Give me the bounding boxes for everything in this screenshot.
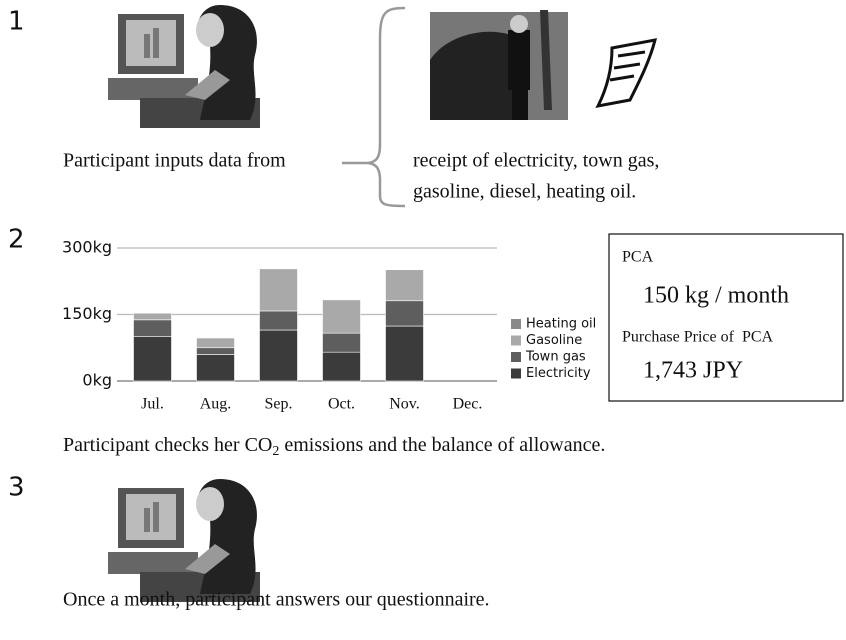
bar-segment <box>260 330 298 381</box>
y-tick-label: 0kg <box>82 371 112 390</box>
legend-label: Town gas <box>525 350 586 365</box>
caption-part: Participant checks her CO <box>63 434 272 456</box>
legend-label: Heating oil <box>526 317 596 332</box>
subscript: 2 <box>272 444 279 459</box>
bar-segment <box>134 320 172 337</box>
x-tick-label: Sep. <box>265 396 293 413</box>
x-tick-label: Aug. <box>200 396 232 413</box>
caption: Participant checks her CO2 emissions and… <box>63 434 605 460</box>
bar-segment <box>260 311 298 330</box>
bar-segment <box>386 301 424 326</box>
bar-segment <box>197 338 235 348</box>
source-text: receipt of electricity, town gas, <box>413 150 659 172</box>
bar-segment <box>386 326 424 381</box>
legend-swatch <box>511 336 521 346</box>
bar-segment <box>260 269 298 311</box>
y-tick-label: 150kg <box>62 304 112 323</box>
brace <box>342 8 405 206</box>
bar-segment <box>197 348 235 355</box>
page: 1 2 3 Participant inputs data from recei… <box>0 0 846 640</box>
legend-label: Gasoline <box>526 333 582 348</box>
step-number: 1 <box>8 7 25 37</box>
legend-swatch <box>511 319 521 329</box>
bar-segment <box>197 354 235 381</box>
y-tick-label: 300kg <box>62 238 112 257</box>
computer-user-icon <box>108 5 260 128</box>
panel-value: 1,743 JPY <box>643 358 743 384</box>
bar-segment <box>323 333 361 352</box>
x-tick-label: Jul. <box>141 396 164 413</box>
panel-value: 150 kg / month <box>643 283 789 309</box>
bar-segment <box>323 300 361 333</box>
x-tick-label: Dec. <box>453 396 483 413</box>
panel-label: Purchase Price of PCA <box>622 329 774 346</box>
bar-segment <box>323 352 361 381</box>
receipt-icon <box>598 40 655 106</box>
panel-label: PCA <box>622 249 654 266</box>
legend-swatch <box>511 352 521 362</box>
gas-station-photo <box>430 10 568 120</box>
step-number: 2 <box>8 225 25 255</box>
x-tick-label: Oct. <box>328 396 355 413</box>
caption: Once a month, participant answers our qu… <box>63 589 490 611</box>
computer-user-icon <box>108 479 260 602</box>
chart: 0kg 150kg 300kg Jul. Aug. Sep. Oct. Nov. Dec. Ele… <box>62 238 596 413</box>
legend-swatch <box>511 369 521 379</box>
legend-label: Electricity <box>526 366 591 381</box>
bar-segment <box>386 270 424 301</box>
step-number: 3 <box>8 473 25 503</box>
bar-segment <box>134 337 172 381</box>
caption: Participant inputs data from <box>63 150 286 172</box>
x-tick-label: Nov. <box>389 396 420 413</box>
source-text: gasoline, diesel, heating oil. <box>413 181 636 203</box>
caption-part: emissions and the balance of allowance. <box>279 434 605 456</box>
bar-segment <box>134 313 172 320</box>
